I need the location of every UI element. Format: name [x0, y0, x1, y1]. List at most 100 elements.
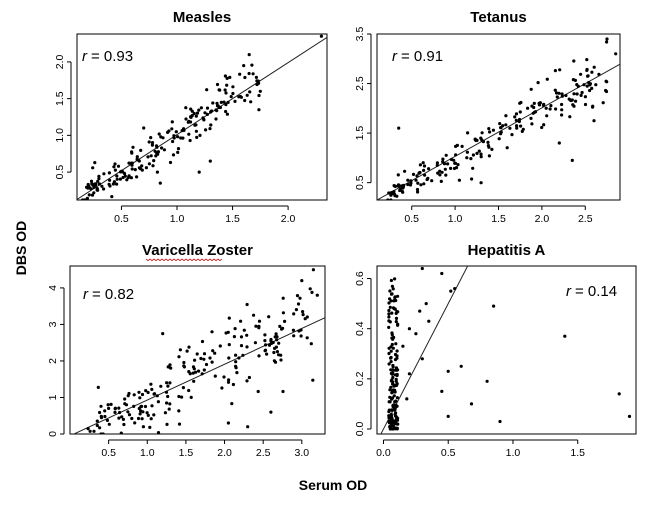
- fit-line: [380, 266, 469, 434]
- data-point: [391, 363, 395, 368]
- data-point: [167, 129, 171, 133]
- data-point: [135, 155, 139, 159]
- data-point: [446, 369, 450, 373]
- y-tick-label: 0.6: [354, 271, 366, 286]
- data-point: [187, 345, 191, 349]
- data-point: [518, 110, 522, 114]
- data-point: [257, 108, 261, 112]
- data-point: [124, 403, 129, 407]
- data-point: [393, 307, 397, 311]
- data-point: [294, 308, 298, 312]
- data-point: [118, 410, 122, 415]
- panel-4: Hepatitis A 0.0 0.5 1.0 1.5 0.0 0.2 0.4 0.6 r = 0.…: [354, 242, 637, 459]
- data-point: [195, 135, 199, 139]
- y-tick-label: 0.5: [54, 165, 66, 180]
- data-point: [465, 156, 469, 160]
- data-point: [393, 412, 397, 416]
- data-point: [435, 161, 439, 165]
- data-point: [215, 104, 220, 108]
- data-point: [583, 95, 588, 99]
- data-point: [387, 325, 391, 329]
- data-point: [107, 171, 111, 175]
- data-point: [258, 89, 262, 93]
- data-point: [161, 136, 165, 140]
- data-point: [147, 162, 151, 166]
- data-point: [144, 389, 148, 393]
- data-point: [473, 137, 477, 142]
- data-point: [393, 194, 397, 198]
- data-point: [575, 92, 579, 96]
- y-tick-label: 1.5: [54, 91, 66, 106]
- data-point: [592, 119, 596, 123]
- data-point: [140, 168, 144, 172]
- data-point: [479, 181, 483, 185]
- points: [86, 268, 319, 434]
- data-point: [475, 151, 479, 155]
- data-point: [200, 372, 204, 376]
- data-point: [136, 158, 140, 162]
- data-point: [392, 190, 396, 194]
- data-point: [176, 135, 180, 139]
- data-point: [158, 181, 162, 185]
- y-tick-label: 4: [47, 285, 59, 291]
- data-point: [281, 296, 285, 300]
- data-point: [300, 279, 304, 283]
- data-point: [394, 342, 398, 346]
- data-point: [549, 104, 553, 108]
- data-point: [504, 123, 508, 127]
- data-point: [309, 342, 313, 346]
- data-point: [213, 351, 217, 355]
- data-point: [130, 150, 134, 154]
- data-point: [544, 106, 548, 110]
- data-point: [579, 72, 583, 76]
- data-point: [171, 153, 176, 157]
- data-point: [237, 356, 241, 360]
- data-point: [305, 336, 309, 340]
- data-point: [176, 147, 181, 151]
- data-point: [234, 353, 238, 357]
- data-point: [139, 409, 143, 413]
- data-point: [519, 124, 523, 128]
- data-point: [436, 171, 440, 175]
- x-tick-label: 1.5: [225, 213, 240, 225]
- data-point: [387, 408, 391, 412]
- data-point: [394, 320, 398, 324]
- data-point: [202, 352, 207, 356]
- panel-1: Measles 0.5 1.0 1.5 2.0 0.5 1.0 1.5 2.0 r = 0.93: [54, 9, 328, 225]
- y-axis-label: DBS OD: [13, 221, 29, 275]
- data-point: [515, 126, 519, 130]
- data-point: [390, 389, 395, 393]
- data-point: [210, 360, 214, 364]
- data-point: [208, 127, 212, 131]
- data-point: [165, 381, 169, 385]
- x-tick-label: 1.0: [506, 447, 521, 459]
- data-point: [243, 98, 247, 103]
- data-point: [107, 406, 111, 410]
- data-point: [443, 167, 447, 171]
- data-point: [418, 163, 422, 167]
- data-point: [387, 416, 391, 420]
- data-point: [387, 346, 391, 350]
- data-point: [389, 193, 393, 197]
- data-point: [90, 193, 95, 197]
- data-point: [119, 431, 123, 434]
- data-point: [580, 90, 584, 95]
- data-point: [109, 402, 113, 406]
- data-point: [470, 177, 474, 181]
- data-point: [454, 166, 459, 170]
- data-point: [390, 333, 394, 337]
- data-point: [92, 429, 96, 433]
- data-point: [130, 416, 134, 421]
- data-point: [227, 316, 231, 320]
- data-point: [198, 133, 202, 137]
- data-point: [274, 332, 278, 336]
- data-point: [103, 414, 107, 419]
- data-point: [136, 416, 141, 421]
- data-point: [149, 154, 153, 158]
- data-point: [140, 164, 144, 168]
- data-point: [182, 365, 186, 369]
- data-point: [529, 87, 533, 91]
- data-point: [597, 72, 601, 76]
- data-point: [127, 161, 131, 165]
- data-point: [575, 83, 579, 87]
